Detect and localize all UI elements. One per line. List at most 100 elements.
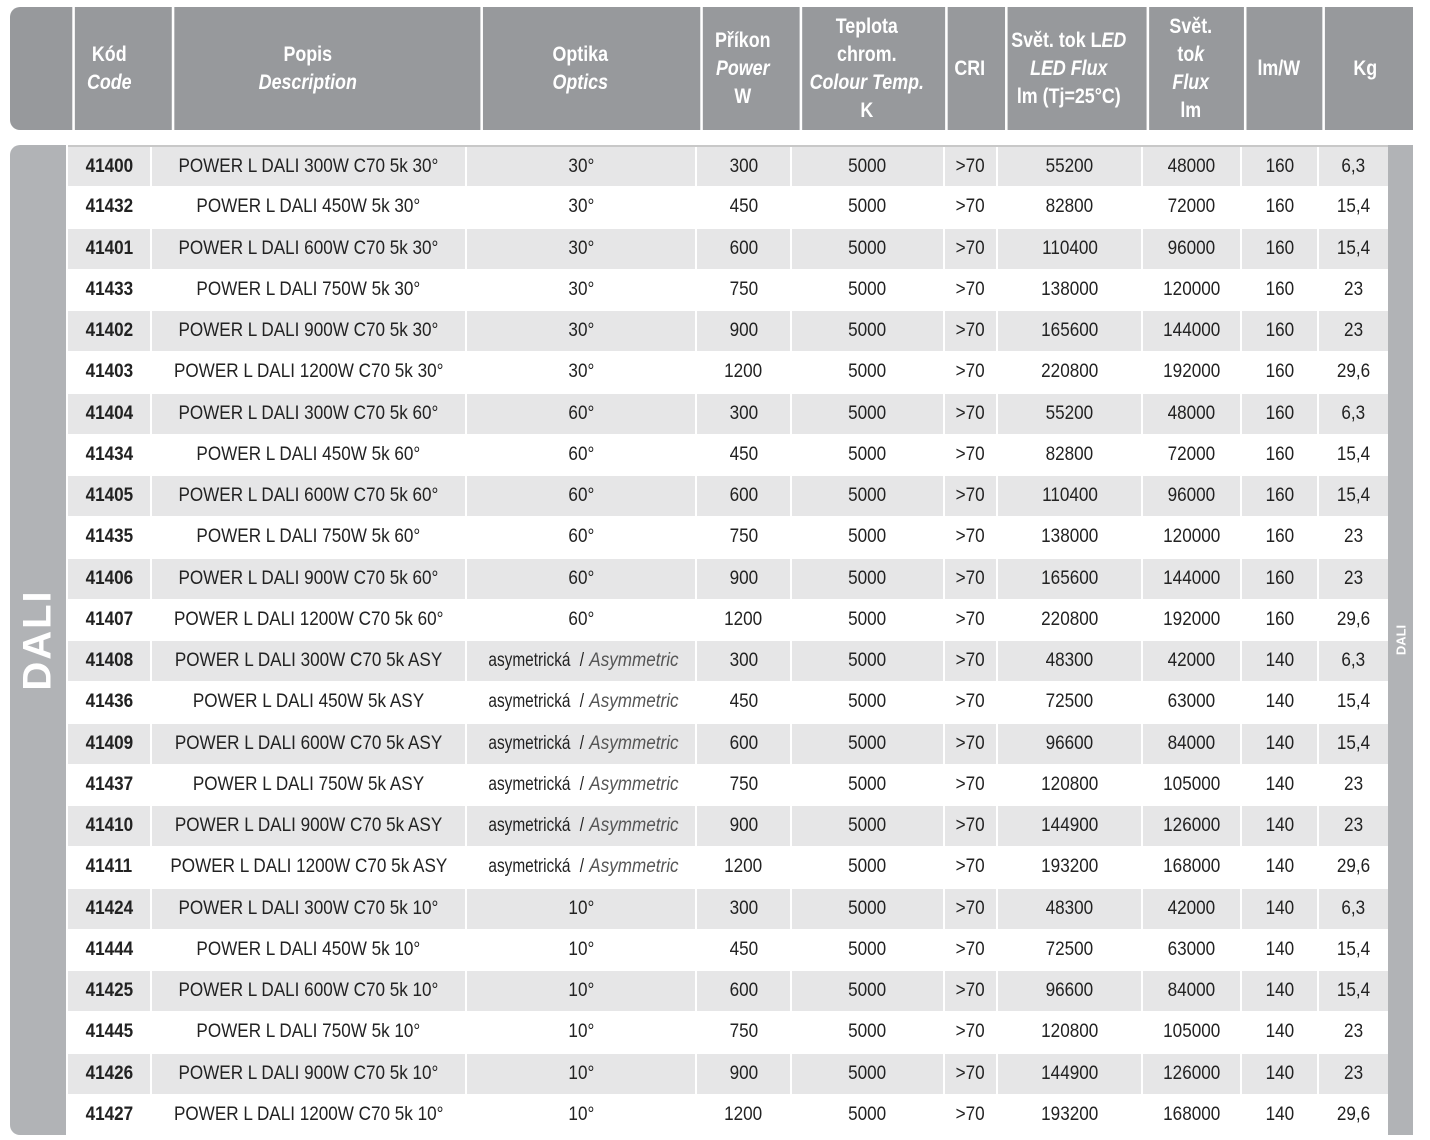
cell-description: POWER L DALI 750W 5k 60° bbox=[150, 517, 465, 558]
cell-efficacy: 160 bbox=[1240, 476, 1317, 517]
cell-optics: asymetrická / Asymmetric bbox=[465, 764, 695, 805]
cell-colour-temp: 5000 bbox=[790, 971, 943, 1012]
cell-colour-temp: 5000 bbox=[790, 393, 943, 434]
cell-power: 600 bbox=[695, 228, 790, 269]
cell-flux: 48000 bbox=[1141, 147, 1240, 187]
cell-power: 900 bbox=[695, 1053, 790, 1094]
table-row: 41433 POWER L DALI 750W 5k 30° 30° 750 5000 >… bbox=[68, 268, 1388, 310]
cell-description: POWER L DALI 600W C70 5k 10° bbox=[150, 971, 465, 1012]
cell-description: POWER L DALI 1200W C70 5k ASY bbox=[150, 847, 465, 888]
cell-code: 41437 bbox=[85, 773, 133, 795]
cell-led-flux: 138000 bbox=[996, 269, 1141, 310]
cell-cri: >70 bbox=[943, 929, 996, 970]
table-row: 41427 POWER L DALI 1200W C70 5k 10° 10° 120… bbox=[68, 1093, 1388, 1135]
cell-colour-temp: 5000 bbox=[790, 1094, 943, 1135]
cell-efficacy: 140 bbox=[1240, 723, 1317, 764]
cell-optics: 10° bbox=[465, 929, 695, 970]
header-flux: Svět. tok Flux lm bbox=[1146, 7, 1233, 130]
cell-weight: 29,6 bbox=[1317, 847, 1388, 888]
cell-led-flux: 144900 bbox=[996, 1053, 1141, 1094]
cell-power: 750 bbox=[695, 1012, 790, 1053]
cell-flux: 42000 bbox=[1141, 888, 1240, 929]
cell-power: 450 bbox=[695, 929, 790, 970]
cell-flux: 63000 bbox=[1141, 682, 1240, 723]
cell-cri: >70 bbox=[943, 806, 996, 847]
cell-colour-temp: 5000 bbox=[790, 682, 943, 723]
cell-colour-temp: 5000 bbox=[790, 434, 943, 475]
header-code: Kód Code bbox=[72, 7, 143, 130]
cell-power: 600 bbox=[695, 476, 790, 517]
cell-weight: 23 bbox=[1317, 311, 1388, 352]
cell-code: 41444 bbox=[85, 938, 133, 960]
cell-efficacy: 160 bbox=[1240, 558, 1317, 599]
cell-weight: 15,4 bbox=[1317, 723, 1388, 764]
cell-optics: 10° bbox=[465, 888, 695, 929]
cell-led-flux: 82800 bbox=[996, 434, 1141, 475]
header-optics: Optika Optics bbox=[480, 7, 677, 130]
table-row: 41401 POWER L DALI 600W C70 5k 30° 30° 600 5… bbox=[68, 227, 1388, 269]
cell-colour-temp: 5000 bbox=[790, 847, 943, 888]
cell-description: POWER L DALI 600W C70 5k ASY bbox=[150, 723, 465, 764]
cell-power: 300 bbox=[695, 888, 790, 929]
cell-led-flux: 193200 bbox=[996, 847, 1141, 888]
cell-description: POWER L DALI 450W 5k 10° bbox=[150, 929, 465, 970]
cell-cri: >70 bbox=[943, 228, 996, 269]
cell-weight: 29,6 bbox=[1317, 1094, 1388, 1135]
cell-code: 41404 bbox=[85, 402, 133, 424]
cell-code: 41432 bbox=[85, 196, 133, 218]
cell-led-flux: 144900 bbox=[996, 806, 1141, 847]
cell-weight: 6,3 bbox=[1317, 393, 1388, 434]
cell-code: 41435 bbox=[85, 526, 133, 548]
cell-weight: 15,4 bbox=[1317, 187, 1388, 228]
cell-code: 41424 bbox=[85, 897, 133, 919]
cell-efficacy: 140 bbox=[1240, 806, 1317, 847]
cell-optics: 30° bbox=[465, 311, 695, 352]
cell-colour-temp: 5000 bbox=[790, 641, 943, 682]
table-row: 41435 POWER L DALI 750W 5k 60° 60° 750 5000 >… bbox=[68, 516, 1388, 558]
cell-optics: asymetrická / Asymmetric bbox=[465, 641, 695, 682]
cell-colour-temp: 5000 bbox=[790, 558, 943, 599]
cell-efficacy: 160 bbox=[1240, 147, 1317, 187]
cell-weight: 15,4 bbox=[1317, 971, 1388, 1012]
header-cri: CRI bbox=[945, 7, 992, 130]
cell-colour-temp: 5000 bbox=[790, 929, 943, 970]
cell-cri: >70 bbox=[943, 1094, 996, 1135]
header-colour-temp: Teplota chrom. Colour Temp. K bbox=[799, 7, 932, 130]
cell-flux: 144000 bbox=[1141, 311, 1240, 352]
cell-power: 1200 bbox=[695, 352, 790, 393]
cell-colour-temp: 5000 bbox=[790, 806, 943, 847]
cell-led-flux: 82800 bbox=[996, 187, 1141, 228]
cell-optics: 60° bbox=[465, 558, 695, 599]
header-led-flux: Svět. tok LED LED Flux lm (Tj=25°C) bbox=[1005, 7, 1130, 130]
cell-flux: 105000 bbox=[1141, 1012, 1240, 1053]
cell-cri: >70 bbox=[943, 269, 996, 310]
cell-weight: 29,6 bbox=[1317, 599, 1388, 640]
cell-code: 41402 bbox=[85, 320, 133, 342]
table-row: 41432 POWER L DALI 450W 5k 30° 30° 450 5000 >… bbox=[68, 186, 1388, 228]
cell-flux: 126000 bbox=[1141, 806, 1240, 847]
cell-flux: 168000 bbox=[1141, 847, 1240, 888]
cell-weight: 6,3 bbox=[1317, 641, 1388, 682]
cell-led-flux: 96600 bbox=[996, 971, 1141, 1012]
cell-optics: 10° bbox=[465, 1012, 695, 1053]
cell-code: 41433 bbox=[85, 278, 133, 300]
cell-led-flux: 120800 bbox=[996, 1012, 1141, 1053]
cell-optics: 30° bbox=[465, 147, 695, 187]
cell-description: POWER L DALI 450W 5k ASY bbox=[150, 682, 465, 723]
cell-weight: 15,4 bbox=[1317, 929, 1388, 970]
cell-efficacy: 140 bbox=[1240, 641, 1317, 682]
cell-colour-temp: 5000 bbox=[790, 352, 943, 393]
cell-weight: 6,3 bbox=[1317, 147, 1388, 187]
cell-flux: 144000 bbox=[1141, 558, 1240, 599]
cell-optics: asymetrická / Asymmetric bbox=[465, 723, 695, 764]
cell-code: 41425 bbox=[85, 980, 133, 1002]
cell-weight: 15,4 bbox=[1317, 476, 1388, 517]
cell-cri: >70 bbox=[943, 764, 996, 805]
cell-power: 750 bbox=[695, 764, 790, 805]
cell-code: 41407 bbox=[85, 608, 133, 630]
cell-led-flux: 193200 bbox=[996, 1094, 1141, 1135]
cell-efficacy: 140 bbox=[1240, 764, 1317, 805]
cell-colour-temp: 5000 bbox=[790, 311, 943, 352]
cell-code: 41445 bbox=[85, 1021, 133, 1043]
cell-flux: 96000 bbox=[1141, 228, 1240, 269]
